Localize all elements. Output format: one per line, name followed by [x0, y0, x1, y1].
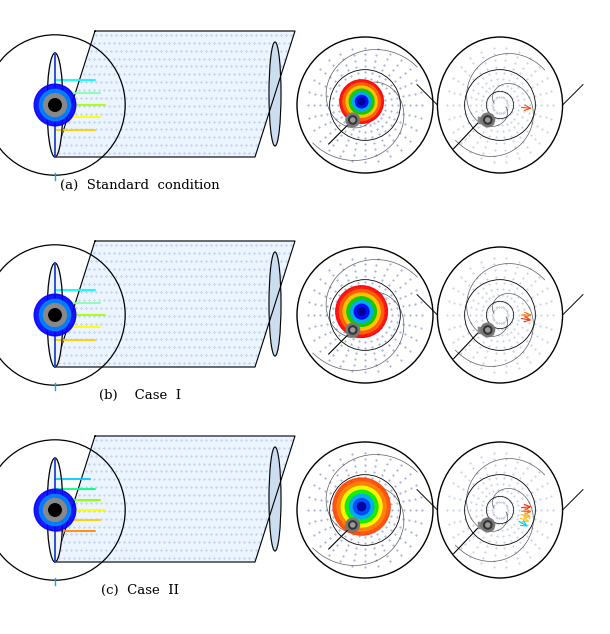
Circle shape — [481, 323, 495, 337]
Circle shape — [40, 299, 71, 330]
Circle shape — [52, 507, 57, 513]
Circle shape — [343, 293, 380, 330]
Text: (b)    Case  I: (b) Case I — [99, 389, 181, 401]
Circle shape — [484, 326, 492, 334]
FancyBboxPatch shape — [478, 522, 488, 528]
Circle shape — [481, 113, 495, 127]
Circle shape — [346, 113, 359, 127]
Circle shape — [43, 498, 66, 521]
Ellipse shape — [269, 252, 281, 356]
Circle shape — [346, 518, 359, 532]
Circle shape — [356, 95, 368, 108]
Ellipse shape — [47, 53, 63, 157]
Circle shape — [351, 523, 355, 527]
Circle shape — [50, 505, 60, 515]
Circle shape — [339, 290, 384, 333]
Circle shape — [43, 304, 66, 327]
Polygon shape — [55, 436, 295, 562]
Circle shape — [49, 99, 61, 111]
Circle shape — [349, 521, 357, 529]
Circle shape — [47, 97, 63, 113]
Ellipse shape — [47, 458, 63, 562]
Circle shape — [49, 309, 61, 321]
Circle shape — [340, 80, 383, 124]
Circle shape — [349, 326, 357, 334]
Circle shape — [350, 495, 374, 519]
Circle shape — [351, 118, 355, 122]
Circle shape — [40, 89, 71, 120]
Ellipse shape — [269, 42, 281, 146]
Circle shape — [50, 100, 60, 110]
Circle shape — [43, 94, 66, 117]
Text: (c)  Case  II: (c) Case II — [101, 583, 179, 597]
Circle shape — [486, 523, 490, 527]
FancyBboxPatch shape — [478, 117, 488, 124]
Circle shape — [345, 490, 378, 523]
Circle shape — [34, 294, 76, 336]
Circle shape — [43, 304, 66, 327]
Circle shape — [346, 323, 359, 337]
Circle shape — [337, 482, 386, 531]
Circle shape — [34, 489, 76, 531]
Circle shape — [481, 518, 495, 532]
Ellipse shape — [269, 447, 281, 551]
Ellipse shape — [47, 263, 63, 367]
Circle shape — [352, 93, 371, 111]
Circle shape — [49, 99, 61, 111]
Circle shape — [347, 297, 376, 327]
Circle shape — [49, 504, 61, 516]
Circle shape — [52, 103, 57, 108]
Polygon shape — [55, 31, 295, 157]
Circle shape — [343, 83, 380, 120]
Circle shape — [47, 307, 63, 323]
Circle shape — [351, 301, 373, 323]
Circle shape — [45, 94, 65, 115]
Circle shape — [357, 503, 365, 510]
Circle shape — [484, 116, 492, 124]
Circle shape — [52, 313, 57, 318]
Circle shape — [336, 286, 387, 337]
Circle shape — [45, 500, 65, 521]
Circle shape — [341, 486, 382, 527]
Circle shape — [49, 504, 61, 516]
Circle shape — [351, 328, 355, 332]
FancyBboxPatch shape — [478, 327, 488, 333]
Circle shape — [353, 498, 370, 515]
Circle shape — [354, 304, 369, 319]
Circle shape — [346, 86, 377, 117]
Circle shape — [47, 502, 63, 518]
Polygon shape — [55, 241, 295, 367]
Circle shape — [45, 304, 65, 325]
Circle shape — [358, 308, 365, 315]
Circle shape — [359, 98, 365, 105]
Circle shape — [484, 521, 492, 529]
Circle shape — [43, 94, 66, 117]
Circle shape — [34, 84, 76, 126]
Circle shape — [349, 89, 374, 114]
Text: (a)  Standard  condition: (a) Standard condition — [60, 179, 220, 191]
Circle shape — [49, 309, 61, 321]
Circle shape — [333, 478, 390, 535]
Circle shape — [486, 118, 490, 122]
Circle shape — [40, 495, 71, 526]
Circle shape — [349, 116, 357, 124]
Circle shape — [43, 498, 66, 521]
Circle shape — [50, 310, 60, 320]
Circle shape — [486, 328, 490, 332]
